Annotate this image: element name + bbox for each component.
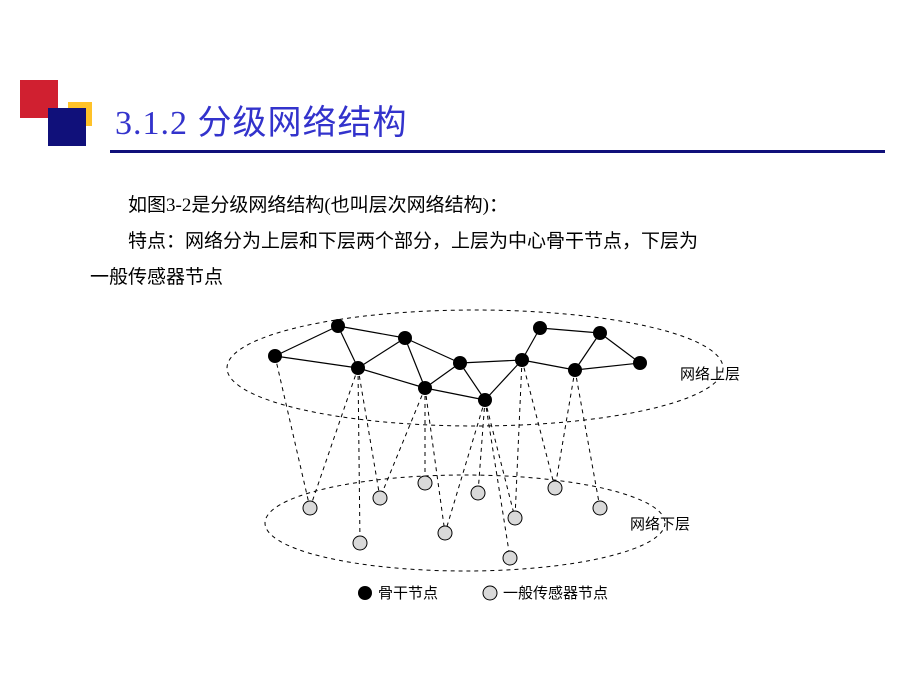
label-lower-layer: 网络下层 xyxy=(630,513,690,534)
body-line-1: 如图3-2是分级网络结构(也叫层次网络结构)： xyxy=(90,188,860,224)
svg-text:一般传感器节点: 一般传感器节点 xyxy=(503,585,608,602)
network-diagram: 骨干节点 一般传感器节点 网络上层 网络下层 xyxy=(210,308,750,608)
network-diagram-svg: 骨干节点 一般传感器节点 xyxy=(210,308,750,608)
decor-blue-square xyxy=(48,108,86,146)
body-line-3: 一般传感器节点 xyxy=(90,260,860,296)
title-underline xyxy=(110,150,885,153)
slide-title-block: 3.1.2 分级网络结构 xyxy=(115,95,890,153)
svg-text:骨干节点: 骨干节点 xyxy=(378,585,438,602)
title-decorative-squares xyxy=(20,80,110,150)
slide-body-text: 如图3-2是分级网络结构(也叫层次网络结构)： 特点：网络分为上层和下层两个部分… xyxy=(90,188,860,296)
label-upper-layer: 网络上层 xyxy=(680,363,740,384)
body-line-2: 特点：网络分为上层和下层两个部分，上层为中心骨干节点，下层为 xyxy=(90,224,860,260)
slide-title: 3.1.2 分级网络结构 xyxy=(115,95,890,144)
